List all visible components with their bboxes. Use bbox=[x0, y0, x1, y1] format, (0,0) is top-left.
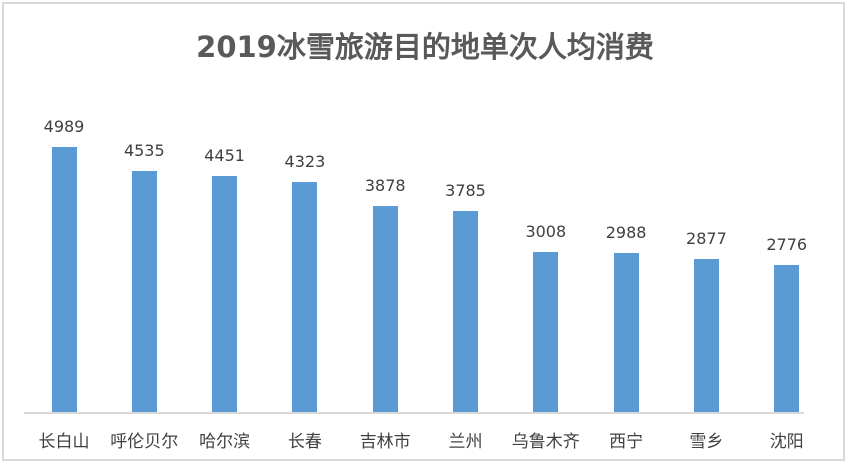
data-label: 2988 bbox=[605, 223, 647, 243]
data-label: 3785 bbox=[445, 180, 486, 200]
data-label: 4989 bbox=[43, 117, 85, 136]
category-label: 沈阳 bbox=[769, 432, 804, 452]
category-label: 雪乡 bbox=[689, 432, 724, 452]
data-label: 3878 bbox=[364, 176, 406, 195]
category-label: 兰州 bbox=[448, 432, 483, 452]
category-label: 乌鲁木齐 bbox=[511, 432, 580, 452]
bar bbox=[533, 252, 559, 412]
bar bbox=[212, 175, 238, 412]
bar bbox=[51, 147, 77, 412]
category-label: 西宁 bbox=[609, 432, 644, 452]
data-label: 2776 bbox=[766, 234, 808, 254]
category-label: 呼伦贝尔 bbox=[110, 432, 179, 452]
data-label: 4535 bbox=[123, 141, 165, 161]
bar bbox=[372, 206, 398, 412]
bar bbox=[292, 182, 318, 412]
category-label: 哈尔滨 bbox=[199, 432, 251, 452]
bar bbox=[453, 210, 478, 412]
data-label: 3008 bbox=[525, 222, 567, 242]
bar bbox=[693, 259, 719, 412]
x-axis-line bbox=[24, 412, 804, 414]
category-label: 吉林市 bbox=[359, 432, 411, 452]
bar bbox=[131, 171, 157, 412]
bar bbox=[774, 264, 800, 412]
category-label: 长白山 bbox=[38, 432, 90, 452]
data-label: 2877 bbox=[686, 229, 727, 249]
data-label: 4323 bbox=[284, 152, 326, 172]
chart-title: 2019冰雪旅游目的地单次人均消费 bbox=[196, 30, 654, 64]
bar bbox=[613, 253, 639, 412]
category-label: 长春 bbox=[287, 432, 322, 452]
data-label: 4451 bbox=[204, 145, 245, 165]
